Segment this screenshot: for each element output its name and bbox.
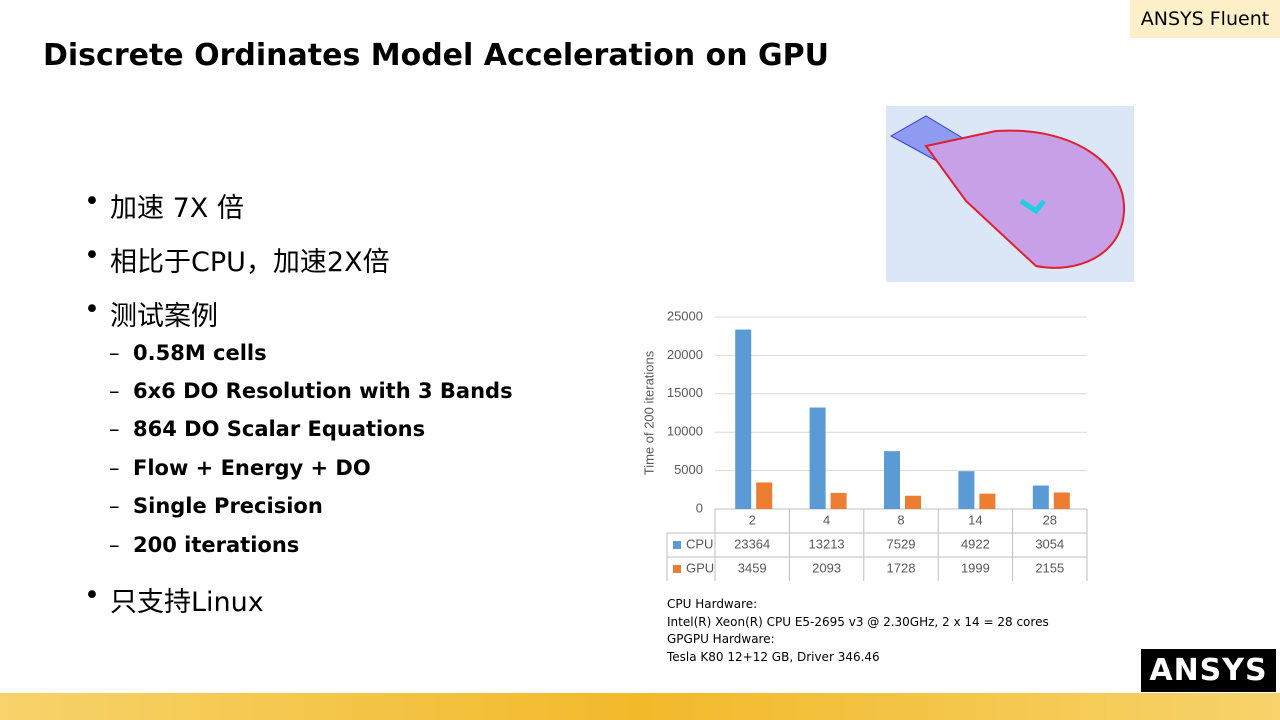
bar (979, 493, 996, 509)
sub-bullet: 864 DO Scalar Equations (109, 417, 425, 441)
x-tick-label: 4 (823, 512, 830, 527)
bar (809, 407, 826, 509)
y-tick-label: 10000 (667, 424, 703, 439)
bullet: 测试案例 (84, 294, 218, 333)
sub-bullet: Single Precision (109, 494, 323, 518)
product-tag: ANSYS Fluent (1130, 0, 1280, 38)
x-tick-label: 2 (749, 512, 756, 527)
logo: ANSYS (1141, 649, 1276, 692)
bar (958, 471, 975, 509)
legend-label: CPU (686, 536, 713, 551)
legend-key (673, 565, 681, 573)
note-line: CPU Hardware: (667, 597, 758, 611)
bar (735, 329, 752, 509)
bar (905, 495, 921, 509)
sub-bullet: 0.58M cells (109, 341, 267, 365)
legend-label: GPU (686, 560, 714, 575)
y-tick-label: 20000 (667, 347, 703, 362)
slide-title: Discrete Ordinates Model Acceleration on… (43, 38, 829, 73)
x-tick-label: 8 (897, 512, 904, 527)
table-value: 7529 (887, 536, 916, 551)
table-value: 3054 (1035, 536, 1064, 551)
table-value: 13213 (809, 536, 845, 551)
bullet: 相比于CPU，加速2X倍 (84, 240, 390, 279)
bar (756, 482, 773, 509)
table-value: 2155 (1035, 560, 1064, 575)
sub-bullet: Flow + Energy + DO (109, 456, 371, 480)
table-value: 2093 (812, 560, 841, 575)
y-tick-label: 25000 (667, 308, 703, 323)
bar (830, 492, 847, 509)
bar (1053, 492, 1070, 509)
y-axis-title: Time of 200 iterations (641, 350, 656, 475)
sub-bullet: 6x6 DO Resolution with 3 Bands (109, 379, 513, 403)
table-value: 4922 (961, 536, 990, 551)
note-line: Intel(R) Xeon(R) CPU E5-2695 v3 @ 2.30GH… (667, 614, 1049, 629)
bar (884, 451, 900, 509)
y-tick-label: 5000 (674, 462, 703, 477)
table-value: 3459 (738, 560, 767, 575)
mesh-image (886, 106, 1134, 282)
note-line: Tesla K80 12+12 GB, Driver 346.46 (667, 650, 880, 665)
table-value: 1999 (961, 560, 990, 575)
footer-band (0, 693, 1280, 720)
bullet: 加速 7X 倍 (84, 186, 244, 225)
legend-key (673, 541, 681, 549)
y-tick-label: 15000 (667, 385, 703, 400)
bar (1032, 485, 1049, 509)
x-tick-label: 28 (1043, 512, 1057, 527)
table-value: 1728 (887, 560, 916, 575)
table-value: 23364 (734, 536, 770, 551)
note-line: GPGPU Hardware: (667, 632, 775, 647)
x-tick-label: 14 (968, 512, 982, 527)
sub-bullet: 200 iterations (109, 533, 299, 557)
bullet: 只支持Linux (84, 580, 264, 619)
y-tick-label: 0 (696, 500, 703, 515)
